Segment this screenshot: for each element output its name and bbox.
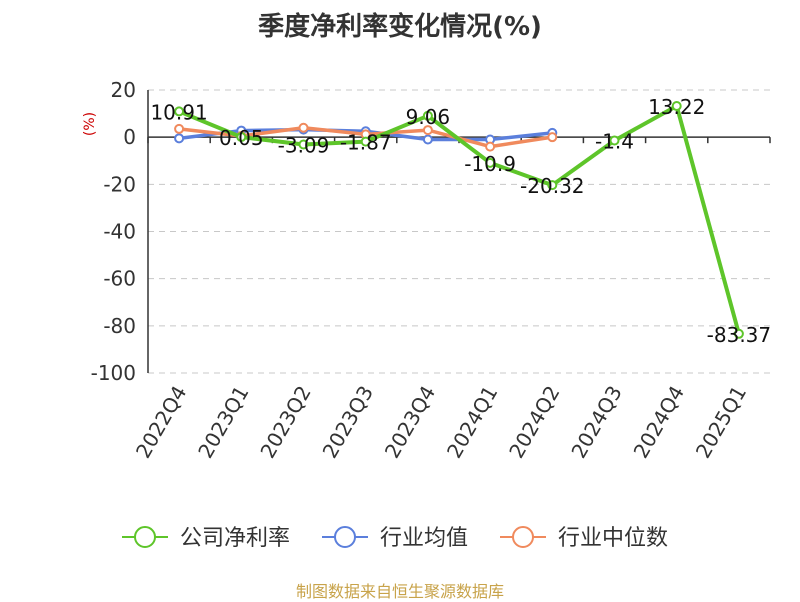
y-tick-label: -20 — [103, 172, 136, 196]
x-tick-label: 2023Q4 — [380, 382, 440, 463]
data-point — [422, 125, 433, 136]
x-tick-label: 2023Q2 — [255, 382, 315, 463]
y-tick-label: -60 — [103, 267, 136, 291]
data-label: -3.09 — [278, 133, 330, 157]
data-label: 9.06 — [406, 105, 451, 129]
data-point — [174, 133, 185, 144]
x-tick-label: 2024Q4 — [629, 382, 689, 463]
data-point — [485, 141, 496, 152]
y-tick-label: 20 — [111, 78, 136, 102]
data-point — [485, 157, 496, 168]
legend-label: 公司净利率 — [180, 526, 290, 551]
y-tick-label: -100 — [91, 361, 136, 385]
legend-marker — [512, 526, 534, 548]
data-label: -1.4 — [595, 129, 634, 153]
data-point — [733, 328, 744, 339]
legend-marker — [134, 526, 156, 548]
y-axis-unit-label: (%) — [82, 112, 98, 136]
x-tick-label: 2024Q3 — [566, 382, 626, 463]
data-point — [298, 139, 309, 150]
legend-marker — [334, 526, 356, 548]
data-label: 13.22 — [648, 95, 705, 119]
x-tick-label: 2024Q2 — [504, 382, 564, 463]
legend-item: 行业中位数 — [500, 526, 668, 551]
legend-item: 公司净利率 — [122, 526, 290, 551]
data-point — [671, 100, 682, 111]
series-line — [177, 103, 741, 336]
series-lines — [174, 100, 744, 339]
y-tick-label: -40 — [103, 220, 136, 244]
data-label: 0.05 — [219, 126, 264, 150]
data-label: -20.32 — [520, 174, 584, 198]
x-tick-label: 2023Q3 — [318, 382, 378, 463]
data-label: -83.37 — [707, 323, 771, 347]
data-label: 10.91 — [150, 100, 207, 124]
data-label: -1.87 — [340, 131, 392, 155]
data-label: -10.9 — [464, 152, 516, 176]
data-point — [236, 132, 247, 143]
y-tick-label: 0 — [123, 125, 136, 149]
x-tick-label: 2022Q4 — [131, 382, 191, 463]
data-point — [547, 132, 558, 143]
data-point — [298, 122, 309, 133]
data-labels: 10.91 0.05 -3.09 -1.87 9.06 -10.9-20.32 -1.4 13… — [150, 95, 771, 347]
data-point — [174, 123, 185, 134]
chart-title: 季度净利率变化情况(%) — [258, 12, 542, 42]
x-tick-label: 2024Q1 — [442, 381, 502, 462]
legend-label: 行业均值 — [380, 526, 468, 551]
legend: 公司净利率 行业均值 行业中位数 — [122, 526, 668, 551]
data-point — [360, 136, 371, 147]
y-tick-label: -80 — [103, 314, 136, 338]
data-point — [609, 135, 620, 146]
x-tick-label: 2023Q1 — [193, 382, 253, 463]
data-point — [547, 180, 558, 191]
x-tick-label: 2025Q1 — [691, 382, 751, 463]
data-point — [422, 134, 433, 145]
legend-label: 行业中位数 — [558, 526, 668, 551]
grid-lines — [148, 89, 770, 374]
source-note: 制图数据来自恒生聚源数据库 — [295, 582, 504, 601]
data-point — [422, 110, 433, 121]
legend-item: 行业均值 — [322, 526, 468, 551]
data-point — [174, 106, 185, 117]
